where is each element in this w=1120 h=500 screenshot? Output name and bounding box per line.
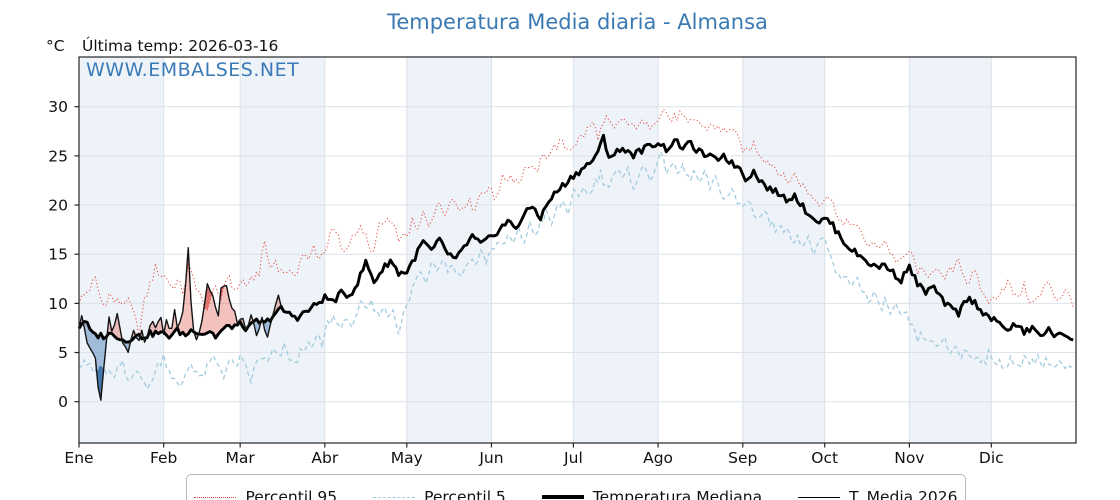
y-tick-label: 30 [48, 98, 68, 116]
gridlines [79, 57, 1076, 443]
month-stripes [79, 57, 992, 443]
t-media-2026-line [78, 247, 282, 401]
t-media-2026-line-swatch [798, 496, 841, 498]
y-tick-label: 25 [48, 147, 68, 165]
x-tick-label: Ago [643, 449, 673, 467]
x-tick-label: Jun [478, 449, 503, 467]
percentil-95-line-swatch [194, 496, 237, 498]
legend-item-mediana: Temperatura Mediana [541, 488, 763, 500]
x-tick-label: Abr [311, 449, 338, 467]
x-tick-label: Nov [894, 449, 924, 467]
y-tick-label: 5 [58, 344, 68, 362]
axes-frame [78, 56, 1077, 444]
percentil-95-line [78, 108, 1074, 337]
y-tick-label: 10 [48, 295, 68, 313]
legend-item-percentil-95: Percentil 95 [194, 488, 337, 500]
legend-label: Temperatura Mediana [592, 488, 763, 500]
y-axis-unit-label: °C [46, 37, 65, 55]
legend-item-percentil-5: Percentil 5 [373, 488, 506, 500]
x-tick-label: May [391, 449, 423, 467]
x-tick-label: Feb [150, 449, 177, 467]
legend-label: Percentil 5 [424, 488, 506, 500]
x-tick-label: Ene [64, 449, 93, 467]
x-tick-label: Oct [811, 449, 838, 467]
legend-label: T. Media 2026 [849, 488, 958, 500]
y-tick-label: 0 [58, 393, 68, 411]
x-tick-labels: Ene Feb Mar Abr May Jun Jul Ago Sep Oct Nov Dic [64, 449, 1003, 467]
percentil-5-line-swatch [373, 496, 416, 498]
legend-item-t-media-2026: T. Media 2026 [798, 488, 958, 500]
watermark-text: WWW.EMBALSES.NET [86, 59, 300, 81]
temperatura-mediana-line [77, 133, 1074, 344]
legend-box: Percentil 95 Percentil 5 Temperatura Med… [186, 474, 966, 500]
y-tick-labels: 0 5 10 15 20 25 30 [48, 98, 68, 411]
legend-label: Percentil 95 [245, 488, 338, 500]
x-tick-label: Sep [728, 449, 757, 467]
x-tick-label: Dic [979, 449, 1004, 467]
mediana-line-swatch [541, 495, 584, 499]
chart-title: Temperatura Media diaria - Almansa [387, 10, 768, 34]
last-temp-note: Última temp: 2026-03-16 [82, 37, 279, 55]
fill-above-median [79, 247, 282, 343]
axis-ticks [74, 106, 992, 448]
y-tick-label: 20 [48, 197, 68, 215]
x-tick-label: Mar [226, 449, 256, 467]
y-tick-label: 15 [48, 246, 68, 264]
x-tick-label: Jul [563, 449, 583, 467]
